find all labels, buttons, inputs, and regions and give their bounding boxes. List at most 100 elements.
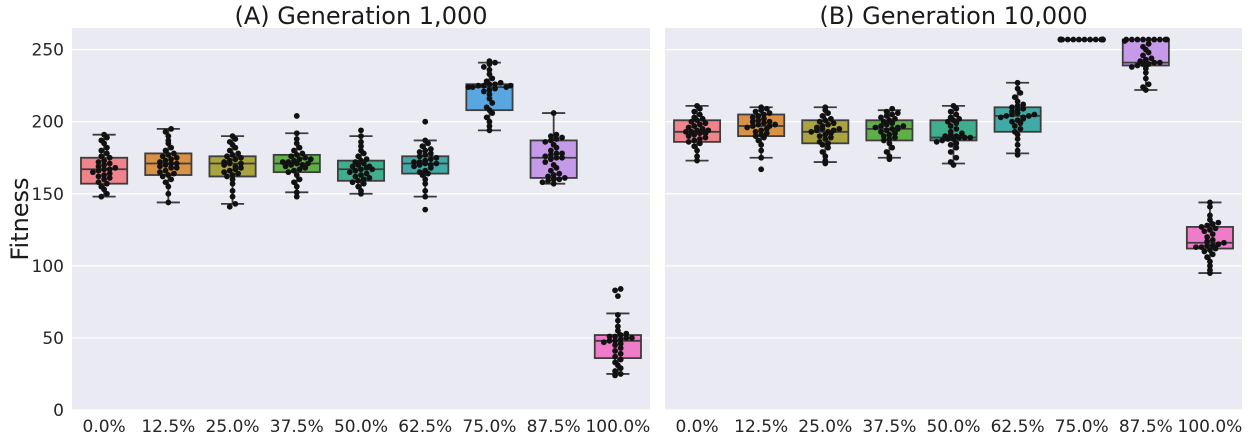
data-point [617, 365, 624, 372]
data-point [691, 143, 698, 150]
data-point [165, 199, 172, 206]
data-point [956, 134, 962, 141]
data-point [1014, 151, 1021, 158]
data-point [945, 136, 951, 142]
data-point [880, 137, 887, 144]
data-point [291, 147, 297, 154]
data-point [819, 141, 826, 148]
data-point [226, 160, 233, 167]
data-point [628, 335, 635, 341]
data-point [98, 147, 105, 154]
data-point [305, 160, 311, 167]
data-point [959, 130, 965, 137]
data-point [363, 170, 370, 177]
data-point [1164, 36, 1170, 43]
data-point [749, 118, 756, 125]
data-point [559, 154, 565, 161]
data-point [1140, 61, 1146, 67]
data-point [229, 176, 236, 183]
data-point [749, 123, 756, 129]
data-point [1193, 244, 1199, 251]
data-point [744, 124, 751, 131]
data-point [349, 163, 356, 170]
x-tick-label-50.0%: 50.0% [926, 417, 980, 437]
data-point [612, 368, 618, 374]
data-point [556, 176, 563, 183]
data-point [691, 123, 698, 129]
data-point [104, 190, 110, 197]
data-point [614, 311, 621, 318]
data-point [497, 79, 504, 86]
data-point [696, 121, 703, 128]
data-point [614, 317, 621, 324]
data-point [104, 180, 110, 187]
data-point [1014, 102, 1021, 109]
data-point [900, 123, 907, 129]
x-tick-label-75.0%: 75.0% [1055, 417, 1109, 437]
data-point [945, 118, 951, 125]
data-point [492, 59, 498, 66]
data-point [302, 154, 309, 161]
data-point [238, 154, 244, 161]
data-point [422, 160, 429, 167]
data-point [682, 128, 689, 135]
data-point [106, 166, 113, 173]
data-point [425, 170, 431, 177]
data-point [288, 153, 295, 160]
data-point [486, 66, 493, 73]
data-point [617, 336, 624, 343]
data-point [894, 126, 901, 132]
data-point [886, 136, 893, 142]
data-point [947, 149, 954, 155]
data-point [427, 156, 434, 163]
data-point [547, 133, 554, 140]
data-point [232, 166, 239, 173]
data-point [1207, 216, 1213, 223]
data-point [559, 150, 565, 157]
data-point [617, 345, 624, 351]
data-point [953, 105, 960, 112]
x-tick-label-87.5%: 87.5% [1119, 417, 1173, 437]
data-point [90, 169, 96, 176]
plot-background [72, 28, 650, 410]
data-point [545, 173, 551, 180]
data-point [953, 140, 960, 147]
data-point [1148, 55, 1155, 62]
data-point [1209, 237, 1216, 243]
data-point [162, 162, 169, 168]
data-point [1207, 199, 1213, 206]
data-point [691, 137, 698, 144]
data-point [685, 124, 692, 131]
data-point [1204, 254, 1211, 261]
data-point [822, 136, 829, 142]
data-point [422, 147, 429, 154]
data-point [825, 121, 831, 128]
data-point [1140, 36, 1146, 43]
data-point [296, 176, 303, 183]
box-50.0% [929, 102, 978, 168]
data-point [232, 200, 239, 207]
data-point [761, 120, 767, 127]
data-point [1128, 36, 1135, 43]
data-point [883, 113, 890, 119]
data-point [617, 350, 624, 357]
data-point [229, 193, 236, 200]
data-point [106, 154, 113, 161]
data-point [486, 61, 493, 67]
data-point [1031, 111, 1038, 118]
data-point [1017, 126, 1024, 132]
data-point [894, 110, 901, 116]
data-point [173, 160, 180, 167]
data-point [699, 115, 706, 122]
data-point [1207, 212, 1213, 219]
data-point [696, 140, 703, 147]
data-point [165, 183, 172, 190]
data-point [157, 169, 163, 176]
data-point [296, 144, 303, 151]
data-point [939, 137, 946, 144]
x-tick-label-50.0%: 50.0% [334, 417, 388, 437]
data-point [702, 130, 709, 137]
data-point [416, 149, 423, 155]
box-12.5% [737, 104, 786, 173]
